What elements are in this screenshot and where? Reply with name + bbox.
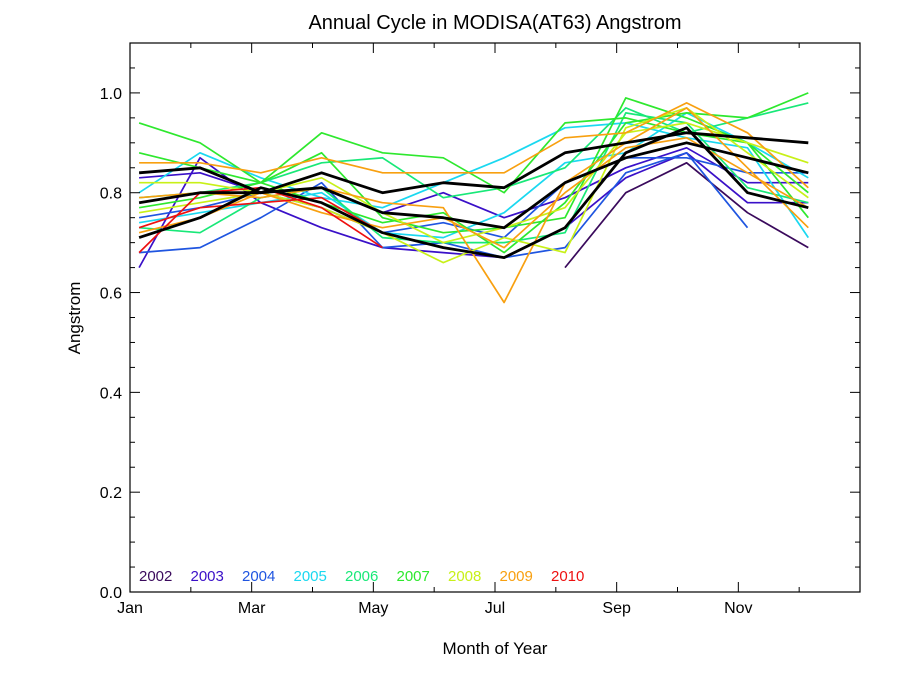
- x-tick-label: Jan: [117, 600, 143, 617]
- x-tick-label: Jul: [485, 600, 505, 617]
- legend-item-2006: 2006: [345, 568, 378, 585]
- legend-item-2003: 2003: [191, 568, 224, 585]
- series-line-2002: [564, 161, 809, 269]
- y-axis-label: Angstrom: [65, 282, 84, 355]
- y-tick-label: 0.6: [100, 286, 122, 303]
- legend-item-2009: 2009: [500, 568, 533, 585]
- y-tick-label: 0.0: [100, 585, 122, 602]
- x-tick-label: Sep: [602, 600, 631, 617]
- series-line-mean: [138, 126, 809, 260]
- series-line-2008: [138, 122, 809, 244]
- y-tick-label: 1.0: [100, 86, 122, 103]
- legend: 2002 2003 2004 2005 2006 2007 2008 2009 2010: [139, 568, 584, 585]
- series-line-2008: [139, 107, 809, 264]
- y-tick-label: 0.8: [100, 186, 122, 203]
- legend-item-2008: 2008: [448, 568, 481, 585]
- x-tick-label: Mar: [238, 600, 266, 617]
- legend-item-2007: 2007: [397, 568, 430, 585]
- plot-frame: [129, 42, 861, 593]
- y-tick-label: 0.4: [100, 385, 122, 402]
- x-tick-label: May: [358, 600, 388, 617]
- series-line-2009: [139, 102, 809, 189]
- legend-item-2010: 2010: [551, 568, 584, 585]
- legend-item-2004: 2004: [242, 568, 275, 585]
- plot-series: [138, 92, 810, 304]
- series-line-2007: [138, 97, 809, 234]
- x-axis-label: Month of Year: [443, 639, 548, 658]
- legend-item-2005: 2005: [294, 568, 327, 585]
- y-tick-label: 0.2: [100, 485, 122, 502]
- chart-title: Annual Cycle in MODISA(AT63) Angstrom: [308, 12, 681, 34]
- series-line-2010: [138, 196, 383, 234]
- legend-item-2002: 2002: [139, 568, 172, 585]
- plot-axes: 0.0 0.2 0.4 0.6 0.8 1.0 Jan Mar May Jul Sep Nov: [100, 42, 861, 617]
- x-tick-label: Nov: [724, 600, 752, 617]
- series-line-mean: [138, 131, 809, 195]
- series-line-2009: [138, 136, 809, 249]
